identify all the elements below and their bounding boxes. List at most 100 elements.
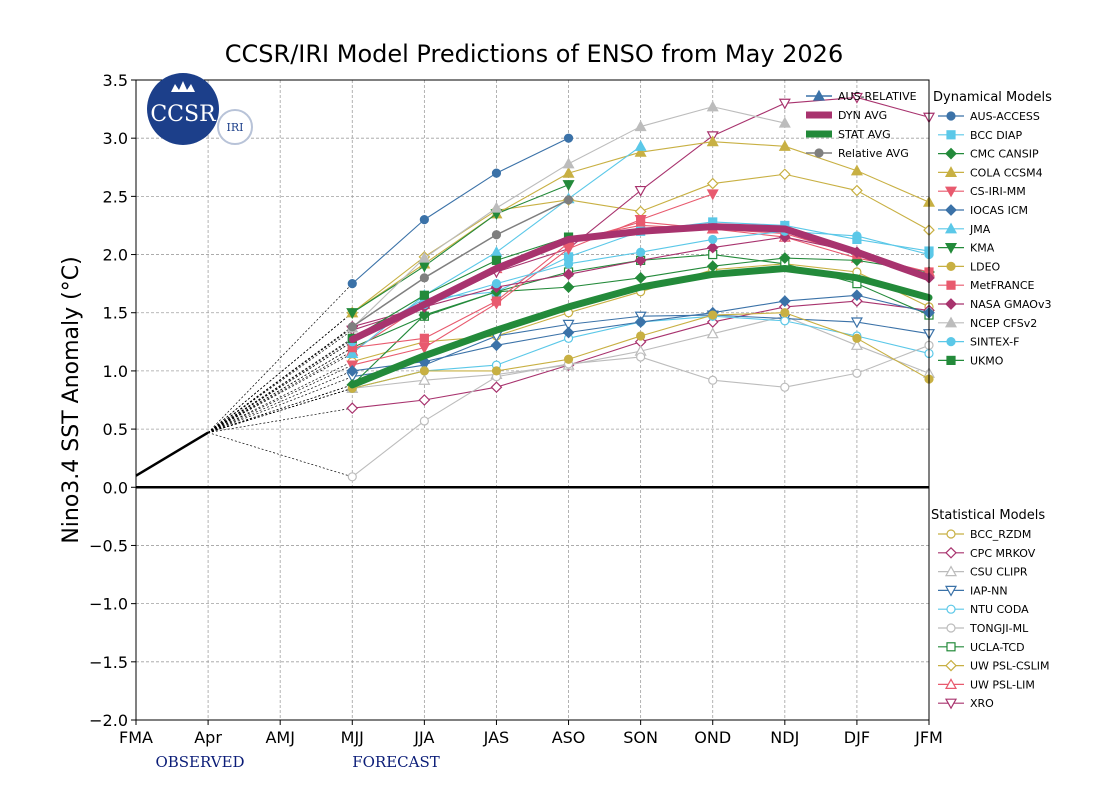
- legend-marker: [946, 111, 956, 121]
- observed-label: OBSERVED: [155, 753, 244, 771]
- data-point: [634, 140, 647, 151]
- data-point: [490, 381, 503, 394]
- spread-line: [207, 350, 353, 433]
- legend-label: XRO: [970, 697, 994, 710]
- chart-title: CCSR/IRI Model Predictions of ENSO from …: [225, 40, 843, 68]
- spread-line: [207, 312, 353, 433]
- legend-label: Relative AVG: [838, 147, 909, 160]
- data-point: [778, 140, 791, 151]
- legend-entry-dyn-avg: DYN AVG: [806, 109, 887, 122]
- legend-marker: [945, 546, 957, 559]
- series-line: [351, 199, 570, 328]
- legend-entry-jma: JMA: [938, 222, 991, 236]
- data-point: [418, 373, 431, 385]
- series-line: [348, 223, 933, 343]
- x-axis-ticks: FMA Apr AMJ MJJ JJA JAS ASO SON OND NDJ DJF JFM: [119, 720, 943, 747]
- data-point: [634, 316, 647, 328]
- legend-statistical: BCC_RZDM CPC MRKOV CSU CLIPR IAP-NN NTU CODA…: [938, 528, 1049, 710]
- data-point: [491, 168, 502, 178]
- data-point: [491, 230, 502, 240]
- data-point: [562, 180, 575, 191]
- legend-entry-sintex-f: SINTEX-F: [938, 336, 1019, 349]
- data-point: [491, 366, 502, 376]
- legend-entry-tongji-ml: TONGJI-ML: [938, 622, 1029, 635]
- x-tick-label: Apr: [194, 728, 222, 747]
- data-point: [636, 217, 646, 227]
- y-tick-label: 2.5: [103, 187, 128, 206]
- x-tick-label: JJA: [413, 728, 434, 747]
- data-point: [419, 333, 429, 343]
- series-line: [351, 193, 714, 366]
- legend-label: DYN AVG: [838, 109, 887, 122]
- x-tick-label: SON: [623, 728, 658, 747]
- data-point: [636, 247, 646, 257]
- legend-entry-relative-avg: Relative AVG: [806, 147, 909, 160]
- legend-statistical-title: Statistical Models: [931, 508, 1045, 523]
- y-tick-label: 3.0: [103, 129, 128, 148]
- data-point: [491, 296, 502, 306]
- legend-label: BCC_RZDM: [970, 528, 1031, 541]
- forecast-label: FORECAST: [352, 753, 440, 771]
- data-point: [634, 145, 647, 157]
- data-point: [778, 116, 791, 128]
- data-point: [563, 259, 574, 269]
- data-point: [634, 120, 647, 132]
- legend-label: KMA: [970, 242, 995, 255]
- observed-line: [135, 431, 209, 477]
- x-tick-label: MJJ: [341, 728, 364, 747]
- legend-averages: AUS-RELATIVE DYN AVG STAT AVG Relative AVG: [806, 89, 917, 160]
- x-tick-label: JFM: [914, 728, 943, 747]
- data-point: [346, 308, 359, 319]
- legend-dynamical-title: Dynamical Models: [933, 90, 1052, 105]
- data-point: [706, 177, 719, 190]
- legend-entry-iap-nn: IAP-NN: [938, 584, 1008, 597]
- legend-marker: [944, 166, 958, 177]
- legend-entry-bcc-rzdm: BCC_RZDM: [938, 528, 1031, 541]
- data-point: [706, 241, 719, 254]
- data-point: [562, 166, 575, 178]
- legend-entry-metfrance: MetFRANCE: [938, 279, 1035, 292]
- x-tick-label: ASO: [552, 728, 586, 747]
- data-point: [419, 215, 429, 225]
- y-tick-label: 0.5: [103, 420, 128, 439]
- legend-label: JMA: [969, 223, 991, 236]
- series-line: [351, 184, 570, 314]
- legend-entry-uw-psl-lim: UW PSL-LIM: [938, 678, 1035, 691]
- legend-marker: [946, 642, 956, 652]
- x-tick-label: AMJ: [265, 728, 294, 747]
- ccsr-logo-disc: [147, 73, 219, 145]
- data-point: [778, 168, 791, 181]
- legend-marker: [945, 659, 957, 672]
- data-point: [418, 343, 431, 354]
- data-point: [851, 184, 863, 197]
- data-point: [419, 290, 429, 300]
- legend-label: COLA CCSM4: [970, 166, 1043, 179]
- data-point: [634, 254, 647, 267]
- forecast-spread-lines: [207, 283, 353, 478]
- legend-label: UKMO: [970, 354, 1004, 367]
- data-point: [708, 375, 718, 385]
- data-point: [491, 279, 502, 289]
- legend-entry-cmc-cansip: CMC CANSIP: [938, 148, 1039, 161]
- legend-entry-nasa-gmaov3: NASA GMAOv3: [938, 298, 1051, 311]
- legend-label: UCLA-TCD: [970, 641, 1025, 654]
- y-tick-label: 1.5: [103, 304, 128, 323]
- legend-label: NASA GMAOv3: [970, 298, 1051, 311]
- legend-label: CMC CANSIP: [970, 148, 1039, 161]
- data-point: [490, 201, 503, 213]
- y-axis-label: Nino3.4 SST Anomaly (°C): [59, 256, 84, 543]
- legend-marker: [944, 316, 958, 328]
- legend-marker: [946, 529, 956, 539]
- x-tick-label: NDJ: [770, 728, 799, 747]
- series-stat-avg: [348, 265, 933, 389]
- data-point: [418, 251, 431, 263]
- spread-line: [207, 376, 353, 433]
- legend-label: UW PSL-LIM: [970, 678, 1035, 691]
- legend-marker: [814, 148, 824, 158]
- x-tick-label: OND: [694, 728, 731, 747]
- legend-label: AUS-RELATIVE: [838, 90, 917, 103]
- data-point: [563, 133, 574, 143]
- data-point: [562, 326, 575, 339]
- y-tick-label: 2.0: [103, 246, 128, 265]
